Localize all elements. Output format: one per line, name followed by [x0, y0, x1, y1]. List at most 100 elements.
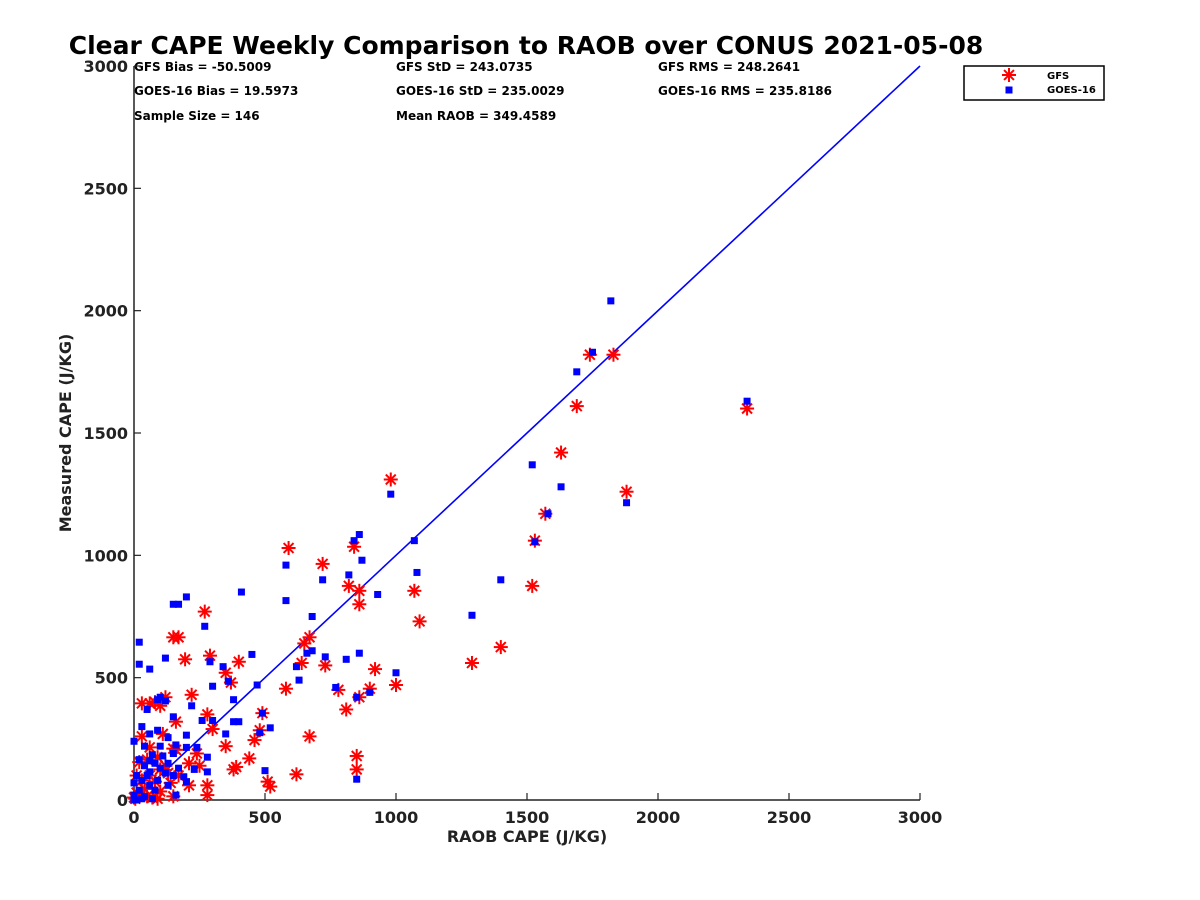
goes-16-point [175, 600, 183, 608]
gfs-point [352, 583, 367, 598]
goes-16-point [248, 650, 256, 658]
stat-goes-rms: GOES-16 RMS = 235.8186 [658, 84, 832, 98]
goes-16-point [557, 483, 565, 491]
x-tick-label: 2500 [767, 808, 812, 827]
goes-16-point [528, 461, 536, 469]
goes-16-point [332, 683, 340, 691]
goes-16-point [146, 665, 154, 673]
goes-16-point [468, 611, 476, 619]
goes-16-point [146, 768, 154, 776]
goes-16-point [358, 556, 366, 564]
goes-16-point [130, 791, 138, 799]
goes-16-point [140, 742, 148, 750]
goes-16-point [353, 775, 361, 783]
goes-16-point [161, 654, 169, 662]
y-tick-label: 500 [95, 669, 128, 688]
stat-mean-raob: Mean RAOB = 349.4589 [396, 109, 556, 123]
x-axis-label: RAOB CAPE (J/KG) [447, 827, 607, 846]
x-tick-label: 1000 [374, 808, 419, 827]
gfs-point [263, 779, 278, 794]
gfs-point [297, 636, 312, 651]
goes-16-point [161, 697, 169, 705]
goes-16-point [143, 705, 151, 713]
goes-16-point [235, 718, 243, 726]
legend-goes-label: GOES-16 [1047, 85, 1096, 96]
goes-16-point [156, 742, 164, 750]
goes-16-point [169, 772, 177, 780]
legend-goes-symbol [1005, 86, 1013, 94]
gfs-point [229, 759, 244, 774]
goes-16-point [589, 348, 596, 356]
goes-16-point [182, 731, 190, 739]
gfs-point [205, 722, 220, 737]
goes-16-point [392, 669, 400, 677]
goes-16-point [308, 613, 316, 620]
goes-16-point [573, 368, 581, 376]
goes-16-point [182, 743, 190, 751]
goes-16-point [156, 764, 164, 772]
stat-gfs-rms: GFS RMS = 248.2641 [658, 60, 800, 74]
goes-16-point [224, 677, 232, 685]
gfs-point [289, 767, 304, 782]
y-tick-label: 2500 [83, 179, 128, 198]
x-tick-label: 1500 [505, 808, 550, 827]
gfs-point [349, 748, 364, 763]
stat-gfs-bias: GFS Bias = -50.5009 [134, 60, 271, 74]
legend-goes-marker [1005, 86, 1013, 94]
goes-16-point [175, 764, 183, 772]
goes-16-point [321, 653, 329, 661]
goes-16-point [353, 693, 361, 701]
legend: GFS GOES-16 [963, 65, 1105, 101]
goes-16-point [623, 499, 631, 507]
goes-16-point [308, 647, 316, 655]
y-tick-label: 2000 [83, 302, 128, 321]
gfs-point [278, 681, 293, 696]
goes-16-point [355, 531, 363, 539]
goes-16-point [282, 597, 290, 605]
goes-16-point [743, 397, 751, 405]
gfs-point [184, 687, 199, 702]
goes-16-point [180, 773, 188, 781]
goes-16-point [237, 588, 245, 596]
gfs-point [352, 597, 367, 612]
stat-goes-std: GOES-16 StD = 235.0029 [396, 84, 565, 98]
gfs-point [318, 658, 333, 673]
goes-16-point [258, 709, 266, 717]
goes-16-point [138, 795, 146, 803]
gfs-point [178, 652, 193, 667]
gfs-point [606, 347, 621, 362]
goes-16-point [135, 756, 143, 764]
gfs-point [619, 484, 634, 499]
goes-16-point [143, 772, 151, 780]
goes-16-point [182, 593, 190, 601]
goes-16-point [130, 737, 138, 745]
one-to-one-line [133, 65, 921, 801]
y-tick-label: 0 [117, 791, 128, 810]
goes-16-point [544, 510, 552, 518]
goes-16-series [130, 297, 751, 804]
goes-16-point [203, 753, 211, 761]
goes-16-point [172, 741, 180, 749]
goes-16-point [190, 765, 198, 773]
goes-16-point [282, 561, 290, 569]
y-axis: 0 500 1000 1500 2000 2500 3000 [83, 57, 141, 810]
goes-16-point [607, 297, 615, 305]
goes-16-point [201, 622, 209, 630]
gfs-point [247, 733, 262, 748]
goes-16-point [164, 734, 172, 742]
goes-16-point [292, 663, 300, 671]
gfs-point [315, 556, 330, 571]
gfs-point [200, 778, 215, 793]
goes-16-point [135, 786, 143, 794]
goes-16-point [133, 772, 141, 780]
goes-16-point [140, 762, 148, 770]
goes-16-point [266, 724, 274, 732]
goes-16-point [148, 751, 156, 759]
goes-16-point [169, 713, 177, 721]
goes-16-point [230, 696, 238, 704]
gfs-point [200, 788, 215, 803]
y-tick-label: 1000 [83, 546, 128, 565]
x-axis: 0 500 1000 1500 2000 2500 3000 [128, 793, 942, 827]
gfs-point [525, 578, 540, 593]
